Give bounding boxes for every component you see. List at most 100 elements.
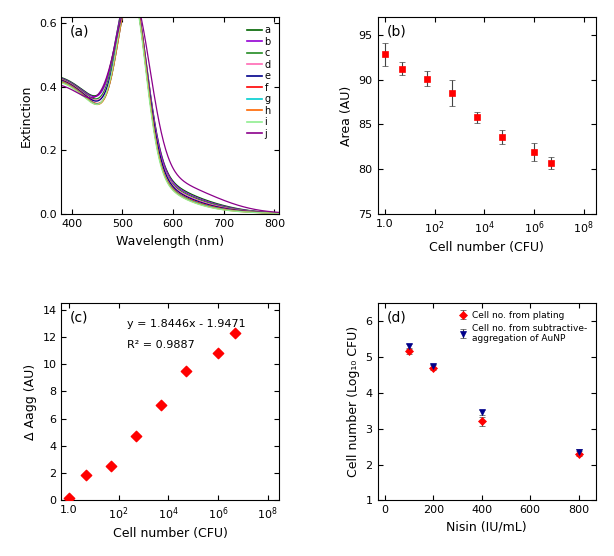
g: [192, 199, 200, 206]
X-axis label: Cell number (CFU): Cell number (CFU): [429, 241, 544, 254]
Point: [181, 366, 190, 375]
f: [58, 77, 65, 84]
Y-axis label: Extinction: Extinction: [20, 84, 33, 147]
g: [256, 209, 263, 216]
d: [58, 76, 66, 83]
a: [192, 193, 200, 200]
g: [188, 197, 196, 204]
X-axis label: Wavelength (nm): Wavelength (nm): [117, 235, 225, 247]
j: [242, 204, 249, 211]
e: [58, 77, 65, 83]
a: [58, 75, 66, 81]
i: [58, 80, 65, 86]
Point: [131, 432, 141, 441]
Line: c: c: [61, 0, 279, 213]
j: [188, 183, 196, 190]
h: [188, 198, 196, 205]
c: [187, 193, 195, 200]
Point: [230, 329, 240, 337]
Line: j: j: [61, 0, 279, 212]
d: [242, 207, 249, 214]
d: [58, 76, 65, 83]
i: [242, 208, 249, 215]
Y-axis label: Δ Aagg (AU): Δ Aagg (AU): [24, 364, 37, 440]
f: [58, 78, 66, 85]
X-axis label: Cell number (CFU): Cell number (CFU): [113, 528, 228, 540]
i: [192, 200, 200, 207]
a: [256, 208, 263, 215]
f: [192, 198, 200, 205]
e: [276, 210, 283, 216]
f: [188, 197, 196, 203]
Legend: Cell no. from plating, Cell no. from subtractive-
aggregation of AuNP: Cell no. from plating, Cell no. from sub…: [454, 307, 591, 347]
b: [276, 210, 283, 216]
Line: i: i: [61, 0, 279, 214]
h: [192, 200, 200, 206]
c: [256, 208, 263, 215]
f: [276, 210, 283, 216]
c: [58, 76, 66, 82]
Point: [213, 349, 223, 358]
i: [58, 80, 66, 86]
g: [58, 78, 65, 85]
a: [188, 191, 196, 198]
b: [188, 192, 196, 199]
i: [188, 198, 196, 205]
j: [192, 185, 200, 191]
Text: y = 1.8446x - 1.9471: y = 1.8446x - 1.9471: [127, 319, 246, 329]
h: [58, 79, 65, 86]
c: [242, 207, 249, 214]
c: [188, 193, 196, 200]
c: [276, 210, 283, 216]
X-axis label: Nisin (IU/mL): Nisin (IU/mL): [446, 521, 527, 534]
Line: d: d: [61, 0, 279, 213]
d: [188, 195, 196, 201]
Line: f: f: [61, 0, 279, 213]
h: [242, 208, 249, 215]
e: [242, 208, 249, 215]
f: [187, 196, 195, 203]
b: [58, 75, 66, 82]
e: [192, 197, 200, 204]
Point: [64, 494, 74, 503]
Line: h: h: [61, 0, 279, 214]
e: [256, 209, 263, 216]
a: [276, 210, 283, 216]
i: [187, 198, 195, 205]
j: [58, 82, 65, 89]
Text: (a): (a): [70, 24, 90, 38]
a: [187, 191, 195, 197]
c: [58, 76, 65, 82]
Line: e: e: [61, 0, 279, 213]
g: [187, 197, 195, 204]
g: [276, 210, 283, 216]
d: [187, 194, 195, 201]
Line: b: b: [61, 0, 279, 213]
Line: g: g: [61, 0, 279, 213]
Text: (b): (b): [386, 24, 406, 38]
d: [192, 196, 200, 203]
Point: [106, 462, 116, 471]
b: [58, 75, 65, 82]
a: [58, 75, 65, 81]
Text: (d): (d): [386, 311, 406, 325]
j: [276, 209, 283, 216]
Point: [81, 471, 91, 480]
h: [256, 210, 263, 216]
Text: (c): (c): [70, 311, 88, 325]
a: [242, 207, 249, 214]
b: [192, 194, 200, 201]
e: [188, 196, 196, 202]
Text: R² = 0.9887: R² = 0.9887: [127, 340, 195, 350]
Line: a: a: [61, 0, 279, 213]
b: [242, 207, 249, 214]
d: [276, 210, 283, 216]
Point: [156, 401, 166, 410]
e: [187, 195, 195, 202]
j: [58, 82, 66, 89]
b: [256, 208, 263, 215]
Y-axis label: Cell number (Log₁₀ CFU): Cell number (Log₁₀ CFU): [347, 326, 360, 477]
c: [192, 195, 200, 202]
b: [187, 192, 195, 198]
f: [242, 208, 249, 215]
